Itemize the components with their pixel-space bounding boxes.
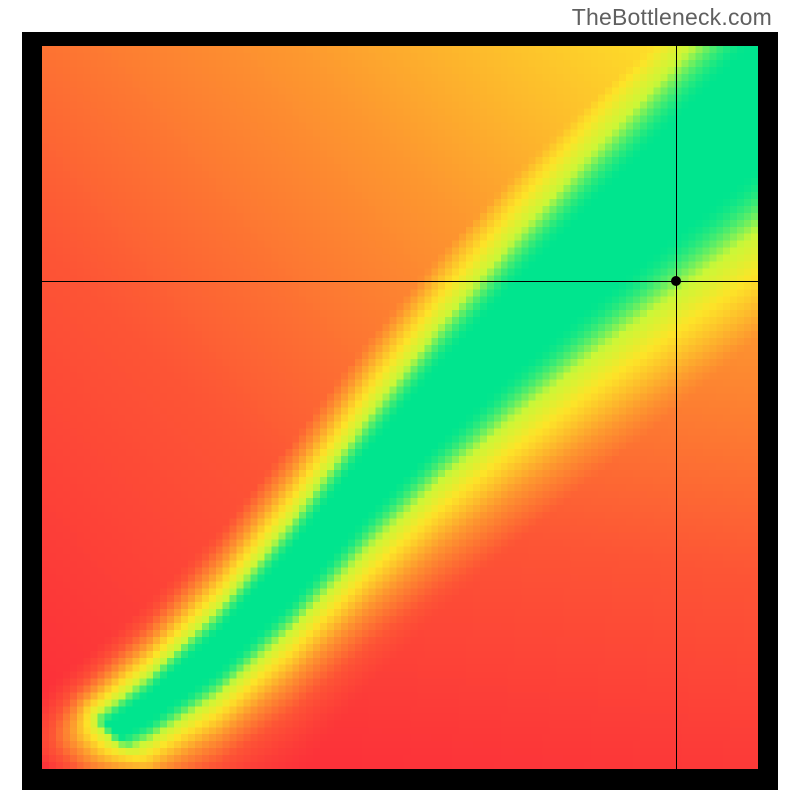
root: { "watermark": { "text": "TheBottleneck.… — [0, 0, 800, 800]
watermark-label: TheBottleneck.com — [572, 4, 772, 31]
plot-frame — [22, 32, 778, 790]
crosshair-marker — [671, 276, 681, 286]
crosshair-vertical — [676, 46, 677, 769]
crosshair-horizontal — [42, 281, 758, 282]
heatmap-canvas — [42, 46, 758, 769]
plot-area — [42, 46, 758, 769]
